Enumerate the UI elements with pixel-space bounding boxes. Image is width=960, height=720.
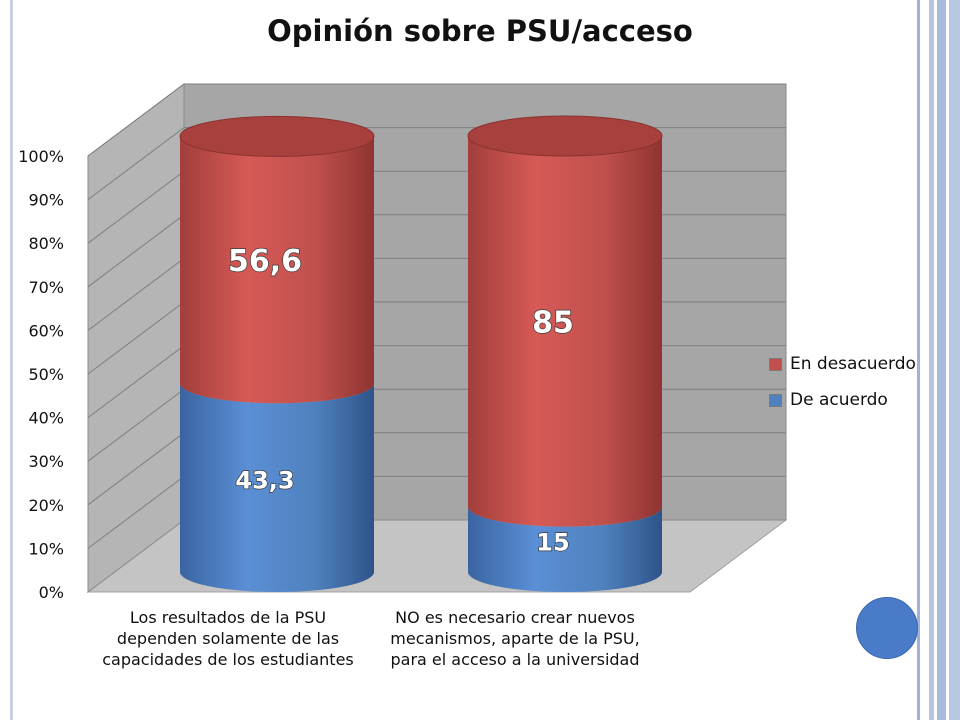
legend-swatch-blue: [769, 393, 782, 407]
category-label-1: Los resultados de la PSU dependen solame…: [102, 608, 354, 669]
right-frame-stripes: [915, 0, 960, 720]
left-frame-line: [10, 0, 13, 720]
y-tick-label: 30%: [28, 452, 64, 471]
y-tick-label: 50%: [28, 365, 64, 384]
bar-en-desacuerdo-1: [180, 136, 374, 404]
data-label: 56,6: [228, 244, 302, 279]
data-label: 15: [536, 528, 569, 556]
legend-label-en-desacuerdo: En desacuerdo: [790, 354, 916, 374]
bar-en-desacuerdo-2: [468, 136, 662, 527]
gridline: [87, 83, 786, 157]
y-tick-label: 40%: [28, 409, 64, 428]
legend-item-en-desacuerdo: En desacuerdo: [769, 350, 916, 378]
legend: En desacuerdo De acuerdo: [769, 350, 916, 422]
y-tick-label: 100%: [18, 147, 64, 166]
y-tick-label: 80%: [28, 234, 64, 253]
chart-title: Opinión sobre PSU/acceso: [267, 14, 693, 48]
data-label: 43,3: [235, 467, 294, 495]
y-tick-label: 10%: [28, 539, 64, 558]
y-tick-label: 90%: [28, 191, 64, 210]
bar-de-acuerdo-1: [180, 383, 374, 592]
legend-item-de-acuerdo: De acuerdo: [769, 386, 916, 414]
bar-top-cap-1: [179, 115, 375, 157]
bar-top-cap-2: [467, 115, 663, 157]
y-tick-label: 60%: [28, 321, 64, 340]
data-label: 85: [532, 305, 574, 340]
y-tick-label: 20%: [28, 496, 64, 515]
y-tick-label: 0%: [39, 583, 64, 602]
y-tick-label: 70%: [28, 278, 64, 297]
legend-swatch-red: [769, 357, 782, 371]
legend-label-de-acuerdo: De acuerdo: [790, 390, 888, 410]
bar-de-acuerdo-2: [468, 506, 662, 592]
nav-circle-button[interactable]: [856, 597, 918, 659]
category-label-2: NO es necesario crear nuevos mecanismos,…: [390, 608, 640, 669]
